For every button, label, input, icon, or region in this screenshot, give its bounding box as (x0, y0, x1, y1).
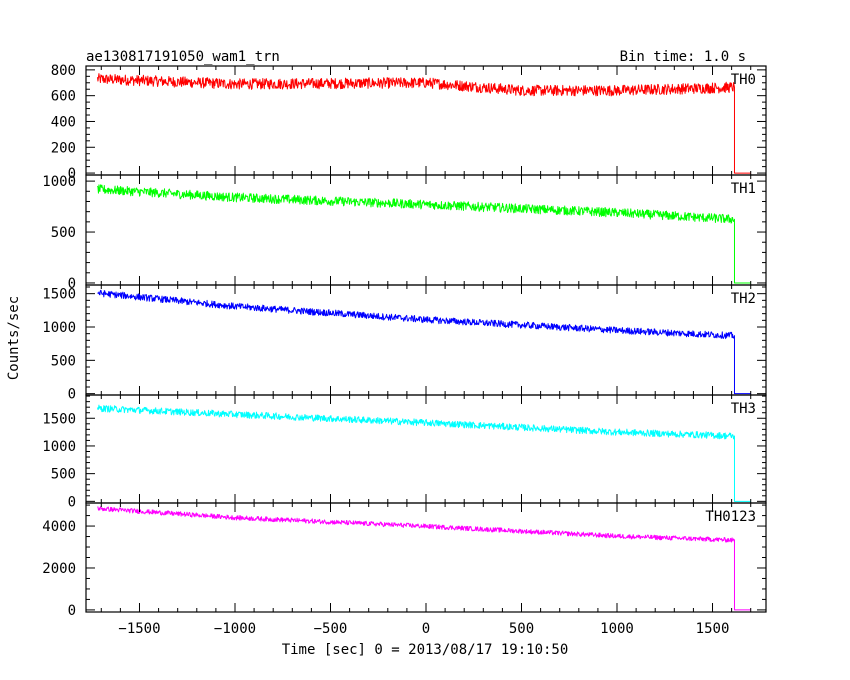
y-tick-label: 500 (51, 225, 76, 241)
x-tick-label: 0 (422, 621, 430, 637)
y-tick-label: 1000 (42, 174, 76, 190)
series-line-th1 (96, 184, 751, 284)
panel-label-th0123: TH0123 (705, 509, 756, 525)
x-tick-label: 500 (509, 621, 534, 637)
y-tick-label: 800 (51, 63, 76, 79)
y-tick-label: 1500 (42, 411, 76, 427)
y-tick-label: 500 (51, 467, 76, 483)
y-tick-label: 0 (68, 387, 76, 403)
y-tick-label: 600 (51, 89, 76, 105)
x-tick-label: −1500 (118, 621, 160, 637)
chart-title: ae130817191050_wam1_trn (86, 49, 280, 65)
series-line-th0123 (97, 506, 751, 611)
y-tick-label: 1000 (42, 439, 76, 455)
panel-th0123: TH0123 0 2000 4000 −1500 −1000 −500 0 500 1000 150… (42, 502, 767, 637)
y-tick-label: 0 (68, 166, 76, 182)
y-tick-label: 4000 (42, 519, 76, 535)
panel-label-th3: TH3 (731, 401, 756, 417)
bin-time-label: Bin time: 1.0 s (620, 49, 746, 65)
y-tick-label: 0 (68, 276, 76, 292)
y-tick-label: 0 (68, 494, 76, 510)
x-tick-label: −500 (314, 621, 348, 637)
panel-label-th1: TH1 (731, 181, 756, 197)
x-tick-label: 1500 (696, 621, 730, 637)
y-tick-label: 200 (51, 140, 76, 156)
x-tick-label: 1000 (600, 621, 634, 637)
panel-label-th2: TH2 (731, 291, 756, 307)
y-tick-label: 0 (68, 603, 76, 619)
x-tick-label: −1000 (214, 621, 256, 637)
panel-label-th0: TH0 (731, 72, 756, 88)
series-line-th3 (96, 404, 751, 502)
series-line-th2 (97, 289, 751, 395)
y-tick-label: 500 (51, 353, 76, 369)
y-tick-label: 1000 (42, 320, 76, 336)
x-axis-label: Time [sec] 0 = 2013/08/17 19:10:50 (282, 642, 569, 658)
y-axis-label: Counts/sec (6, 296, 22, 380)
y-tick-label: 400 (51, 114, 76, 130)
y-tick-label: 2000 (42, 561, 76, 577)
series-line-th0 (96, 73, 751, 174)
panels-group: TH0 0 200 400 600 800 TH1 0 500 1000 TH2 0 500 1000 15… (42, 63, 767, 637)
y-tick-label: 1500 (42, 287, 76, 303)
